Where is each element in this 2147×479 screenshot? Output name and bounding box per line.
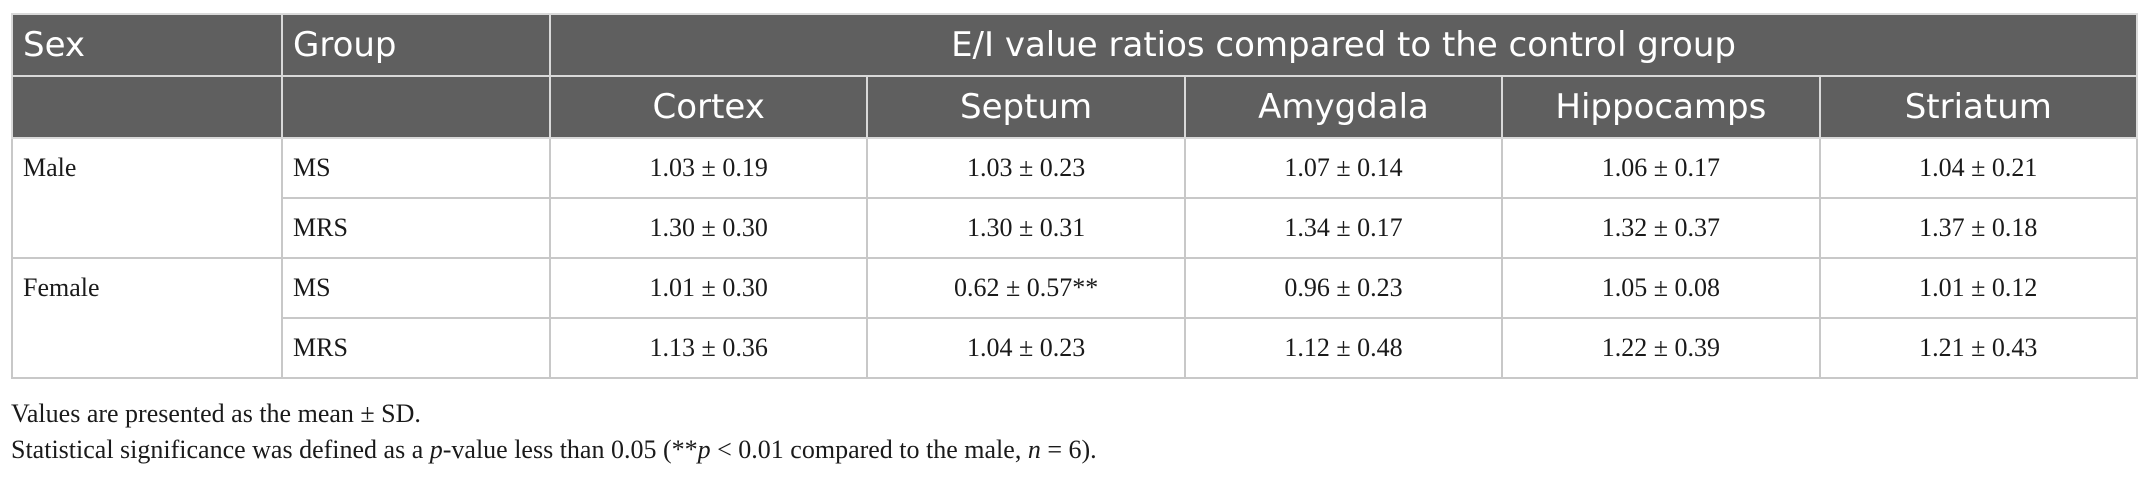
header-region-septum: Septum — [866, 75, 1186, 139]
group-cell: MRS — [281, 317, 551, 379]
footnote-p-symbol: p — [429, 435, 443, 464]
header-sex: Sex — [11, 13, 283, 77]
value-cell: 1.06 ± 0.17 — [1501, 137, 1821, 199]
sex-cell-female: Female — [11, 257, 283, 379]
value-cell: 1.03 ± 0.19 — [548, 137, 869, 199]
value-cell: 1.01 ± 0.30 — [548, 257, 869, 319]
footnote-values: Values are presented as the mean ± SD. — [11, 399, 421, 428]
header-row-2: Cortex Septum Amygdala Hippocamps Striat… — [11, 75, 2139, 139]
value-cell: 1.12 ± 0.48 — [1183, 317, 1504, 379]
header-region-striatum: Striatum — [1818, 75, 2139, 139]
footnote-p-symbol: p — [697, 435, 711, 464]
value-cell: 1.30 ± 0.30 — [548, 197, 869, 259]
value-cell: 1.04 ± 0.21 — [1818, 137, 2139, 199]
group-cell: MS — [281, 137, 551, 199]
header-group: Group — [281, 13, 551, 77]
value-cell: 1.32 ± 0.37 — [1501, 197, 1821, 259]
table-row: Male MS 1.03 ± 0.19 1.03 ± 0.23 1.07 ± 0… — [11, 137, 2139, 259]
footnote-text: -value less than 0.05 (** — [442, 435, 698, 464]
value-cell: 1.04 ± 0.23 — [866, 317, 1186, 379]
footnote-significance: Statistical significance was defined as … — [11, 432, 1097, 468]
header-row-1: Sex Group E/I value ratios compared to t… — [11, 13, 2139, 77]
header-region-cortex: Cortex — [548, 75, 869, 139]
group-cell: MS — [281, 257, 551, 319]
value-cell: 1.34 ± 0.17 — [1183, 197, 1504, 259]
table-footnotes: Values are presented as the mean ± SD. S… — [11, 396, 1097, 468]
footnote-text: Statistical significance was defined as … — [11, 435, 430, 464]
value-cell: 1.22 ± 0.39 — [1501, 317, 1821, 379]
group-cell: MRS — [281, 197, 551, 259]
header-region-amygdala: Amygdala — [1183, 75, 1504, 139]
table-row: Female MS 1.01 ± 0.30 0.62 ± 0.57** 0.96… — [11, 257, 2139, 379]
value-cell: 1.13 ± 0.36 — [548, 317, 869, 379]
sex-cell-male: Male — [11, 137, 283, 259]
value-cell: 1.05 ± 0.08 — [1501, 257, 1821, 319]
value-cell: 1.37 ± 0.18 — [1818, 197, 2139, 259]
header-empty-group — [281, 75, 551, 139]
header-span-title: E/I value ratios compared to the control… — [548, 13, 2139, 77]
table-row: MRS 1.13 ± 0.36 1.04 ± 0.23 1.12 ± 0.48 … — [12, 317, 2139, 379]
value-cell: 0.96 ± 0.23 — [1183, 257, 1504, 319]
header-empty-sex — [11, 75, 283, 139]
value-cell: 1.01 ± 0.12 — [1818, 257, 2139, 319]
value-cell: 1.07 ± 0.14 — [1183, 137, 1504, 199]
value-cell: 1.03 ± 0.23 — [866, 137, 1186, 199]
footnote-n-symbol: n — [1027, 435, 1041, 464]
ei-ratio-table: Sex Group E/I value ratios compared to t… — [11, 13, 2139, 379]
table-row: MRS 1.30 ± 0.30 1.30 ± 0.31 1.34 ± 0.17 … — [12, 197, 2139, 259]
header-region-hippocamps: Hippocamps — [1501, 75, 1821, 139]
footnote-text: < 0.01 compared to the male, — [710, 435, 1028, 464]
value-cell: 0.62 ± 0.57** — [866, 257, 1186, 319]
value-cell: 1.30 ± 0.31 — [866, 197, 1186, 259]
value-cell: 1.21 ± 0.43 — [1818, 317, 2139, 379]
footnote-text: = 6). — [1040, 435, 1097, 464]
